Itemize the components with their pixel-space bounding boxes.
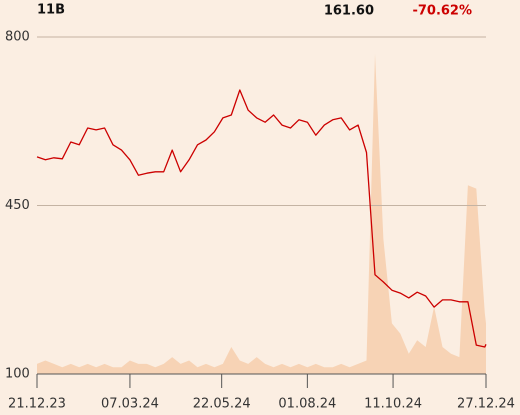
last-price: 161.60 — [324, 4, 374, 19]
y-tick-label: 800 — [5, 30, 30, 45]
x-tick-label: 01.08.24 — [278, 397, 336, 412]
x-tick-label: 07.03.24 — [101, 397, 159, 412]
y-tick-label: 450 — [5, 198, 30, 213]
volume-area — [37, 53, 486, 375]
ticker: 11B — [37, 3, 65, 18]
y-tick-label: 100 — [5, 367, 30, 382]
x-tick-label: 22.05.24 — [193, 397, 251, 412]
price-line — [36, 89, 487, 348]
x-tick-label: 27.12.24 — [457, 397, 515, 412]
x-tick-label: 11.10.24 — [364, 397, 422, 412]
price-change: -70.62% — [412, 4, 472, 19]
x-tick-label: 21.12.23 — [8, 397, 66, 412]
